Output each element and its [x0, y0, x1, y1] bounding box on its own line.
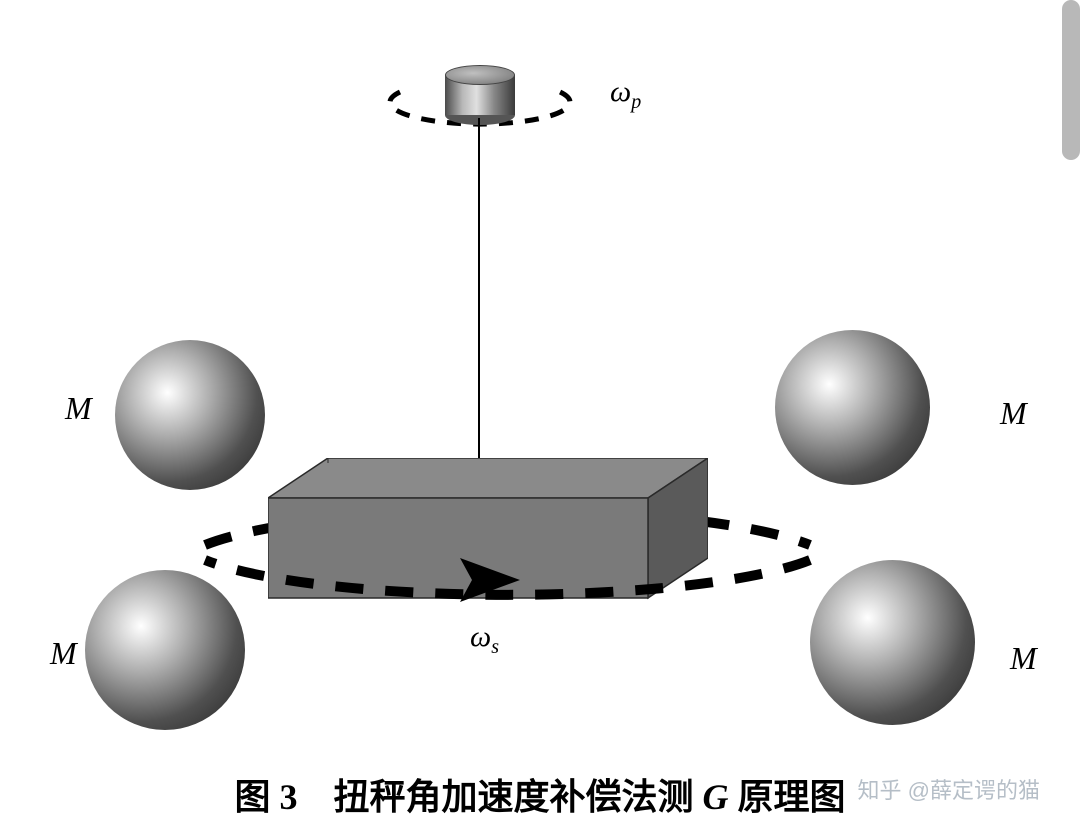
cylinder-icon — [445, 65, 515, 120]
mass-sphere-top-right-icon — [775, 330, 930, 485]
rotation-arc-main-front-icon — [150, 460, 850, 660]
mass-label-tl: M — [65, 390, 92, 427]
mass-label-br: M — [1010, 640, 1037, 677]
omega-s-label: ωs — [470, 620, 499, 659]
mass-label-tr: M — [1000, 395, 1027, 432]
omega-p-label: ωp — [610, 75, 641, 114]
mass-sphere-top-left-icon — [115, 340, 265, 490]
mass-sphere-bottom-right-icon — [810, 560, 975, 725]
torsion-wire — [478, 118, 480, 468]
watermark: 知乎 @薛定谔的猫 — [858, 773, 1040, 805]
mass-sphere-bottom-left-icon — [85, 570, 245, 730]
diagram-container: M M M M ωp ωs — [0, 0, 1080, 830]
scrollbar[interactable] — [1062, 0, 1080, 160]
mass-label-bl: M — [50, 635, 77, 672]
